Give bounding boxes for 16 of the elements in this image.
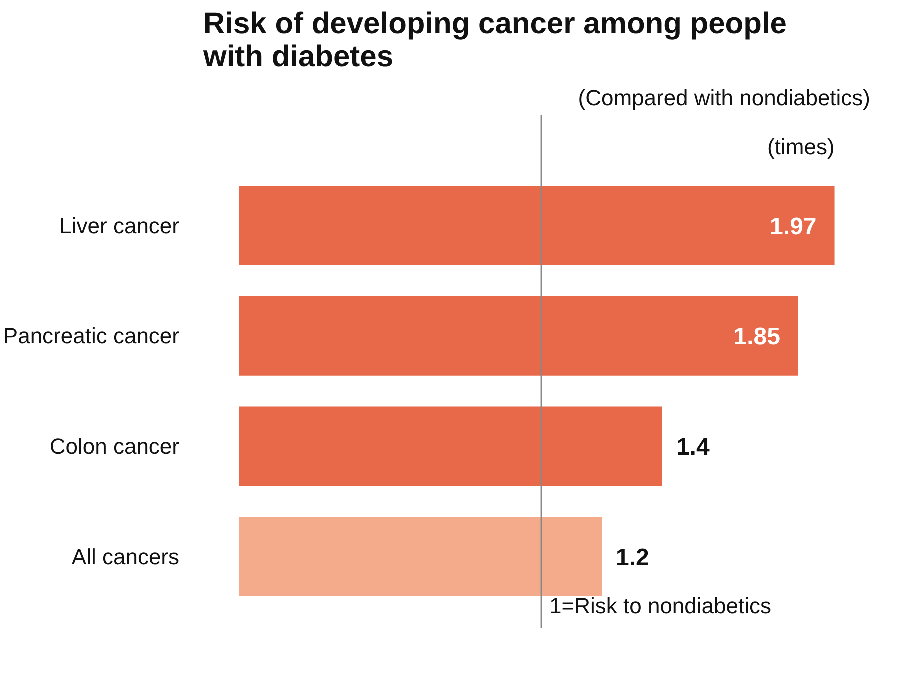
y-tick-label: Liver cancer	[60, 213, 180, 238]
y-tick-label: Colon cancer	[50, 434, 180, 459]
data-label: 1.2	[616, 544, 650, 572]
data-label: 1.4	[676, 434, 710, 461]
bar	[239, 406, 662, 486]
x-axis-title: (times)	[768, 134, 835, 160]
chart-title: Risk of developing cancer among people with diabetes	[202, 8, 787, 74]
bar	[239, 517, 602, 597]
ref-line-label: 1=Risk to nondiabetics	[550, 594, 772, 618]
data-label: 1.97	[770, 213, 817, 240]
chart-subtitle: (Compared with nondiabetics)	[578, 86, 871, 110]
bar	[239, 296, 798, 376]
y-tick-label: Pancreatic cancer	[3, 324, 180, 349]
data-label: 1.85	[734, 324, 780, 351]
y-tick-label: All cancers	[72, 544, 180, 570]
bar	[239, 186, 835, 266]
